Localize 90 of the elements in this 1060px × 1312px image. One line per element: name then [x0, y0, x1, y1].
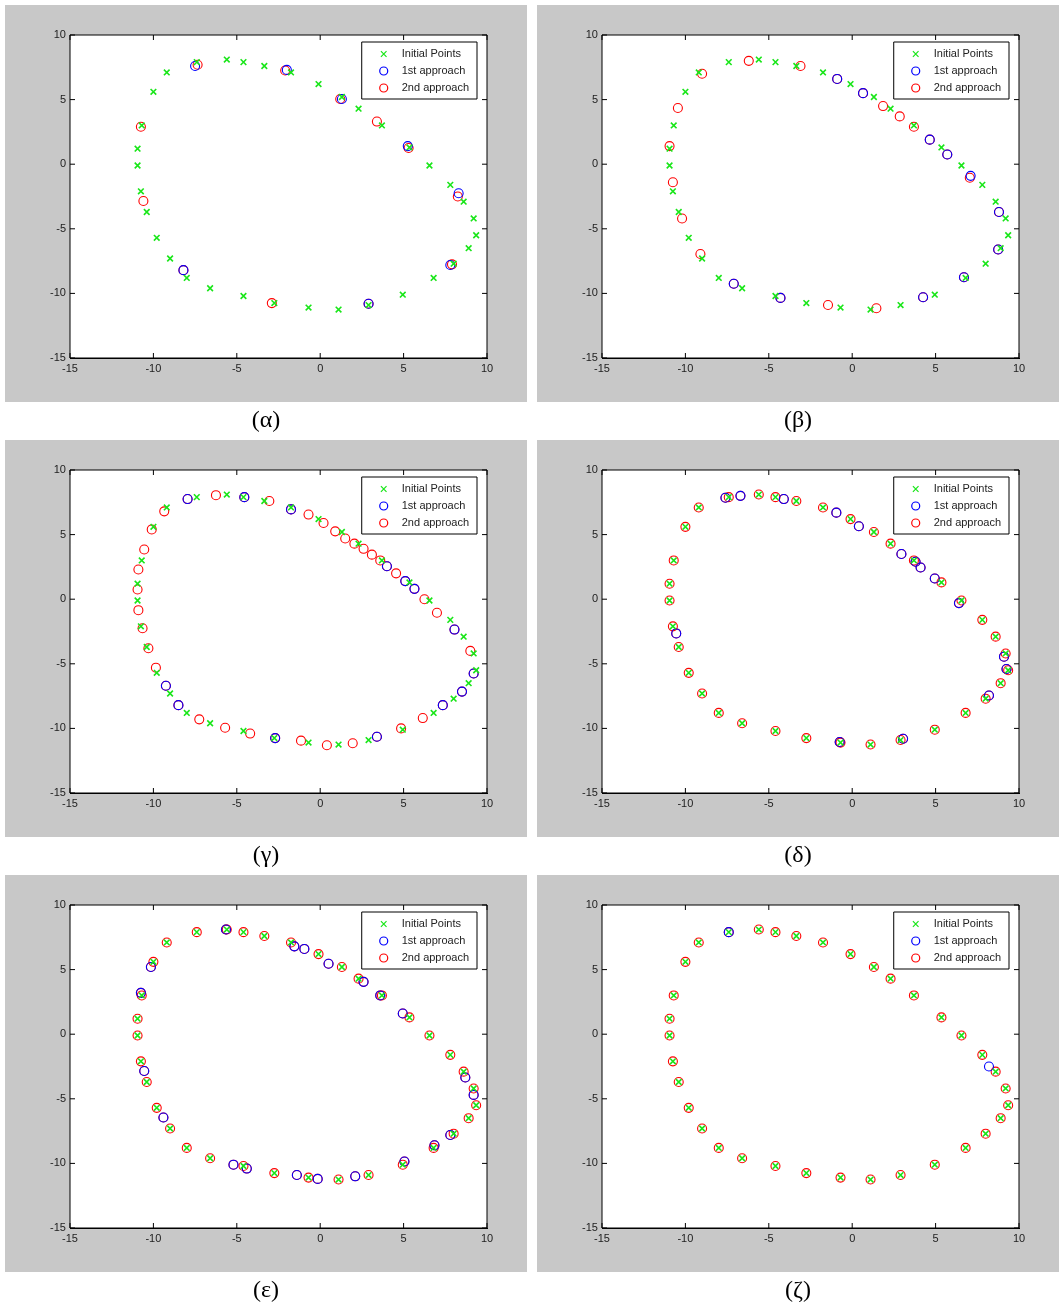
x-tick-label: -5	[231, 1231, 242, 1244]
y-tick-label: -15	[582, 1221, 598, 1234]
y-tick-label: 0	[591, 592, 598, 605]
y-tick-label: 5	[59, 962, 66, 975]
y-tick-label: 5	[59, 92, 66, 105]
y-tick-label: 0	[59, 592, 66, 605]
legend-label: 1st approach	[933, 499, 998, 512]
legend-label: 2nd approach	[933, 81, 1001, 94]
y-tick-label: 5	[591, 527, 598, 540]
x-tick-label: 10	[480, 1231, 494, 1244]
legend-label: 2nd approach	[401, 951, 469, 964]
legend-label: 1st approach	[933, 64, 998, 77]
x-tick-label: 5	[400, 796, 407, 809]
y-tick-label: 5	[591, 92, 598, 105]
x-tick-label: -10	[145, 1231, 162, 1244]
x-tick-label: -10	[677, 1231, 694, 1244]
legend-label: 2nd approach	[401, 516, 469, 529]
x-tick-label: -5	[763, 796, 774, 809]
y-tick-label: -15	[50, 786, 66, 799]
x-tick-label: 5	[932, 796, 939, 809]
legend-label: Initial Points	[401, 482, 462, 495]
y-tick-label: -5	[588, 656, 598, 669]
x-tick-label: 5	[932, 361, 939, 374]
y-tick-label: 0	[59, 1027, 66, 1040]
x-tick-label: 0	[849, 361, 856, 374]
x-tick-label: 5	[932, 1231, 939, 1244]
legend-label: 1st approach	[401, 499, 466, 512]
x-tick-label: 10	[480, 361, 494, 374]
x-tick-label: -5	[231, 361, 242, 374]
x-tick-label: 10	[1012, 1231, 1026, 1244]
x-tick-label: -10	[677, 361, 694, 374]
x-tick-label: 10	[480, 796, 494, 809]
x-tick-label: 5	[400, 1231, 407, 1244]
text: (γ)	[251, 840, 281, 869]
legend-label: 1st approach	[401, 64, 466, 77]
x-tick-label: -5	[763, 361, 774, 374]
y-tick-label: 10	[53, 28, 66, 41]
x-tick-label: -5	[231, 796, 242, 809]
x-tick-label: 10	[1012, 361, 1026, 374]
y-tick-label: -10	[582, 721, 598, 734]
legend-label: 2nd approach	[401, 81, 469, 94]
y-tick-label: -10	[50, 286, 66, 299]
legend-label: 2nd approach	[933, 951, 1001, 964]
y-tick-label: -5	[588, 221, 598, 234]
x-tick-label: 0	[317, 361, 324, 374]
x-tick-label: 0	[317, 796, 324, 809]
text: (δ)	[783, 840, 813, 869]
x-tick-label: -5	[763, 1231, 774, 1244]
y-tick-label: -15	[50, 1221, 66, 1234]
y-tick-label: 10	[585, 898, 598, 911]
y-tick-label: 0	[591, 1027, 598, 1040]
x-tick-label: 5	[400, 361, 407, 374]
y-tick-label: -15	[50, 351, 66, 364]
x-tick-label: -10	[677, 796, 694, 809]
y-tick-label: -10	[50, 1156, 66, 1169]
y-tick-label: -5	[588, 1091, 598, 1104]
y-tick-label: -5	[56, 221, 66, 234]
legend-label: 1st approach	[933, 934, 998, 947]
x-tick-label: -10	[145, 361, 162, 374]
legend-label: 2nd approach	[933, 516, 1001, 529]
y-tick-label: -15	[582, 786, 598, 799]
y-tick-label: 0	[591, 157, 598, 170]
legend-label: Initial Points	[933, 47, 994, 60]
text: (ζ)	[784, 1275, 812, 1304]
legend-label: Initial Points	[933, 917, 994, 930]
legend-label: Initial Points	[933, 482, 994, 495]
x-tick-label: 10	[1012, 796, 1026, 809]
legend-label: Initial Points	[401, 47, 462, 60]
y-tick-label: -10	[582, 1156, 598, 1169]
x-tick-label: -10	[145, 796, 162, 809]
text: (β)	[782, 405, 814, 434]
y-tick-label: 10	[585, 28, 598, 41]
legend-label: Initial Points	[401, 917, 462, 930]
legend-label: 1st approach	[401, 934, 466, 947]
y-tick-label: -5	[56, 656, 66, 669]
y-tick-label: 10	[53, 463, 66, 476]
text: (ε)	[251, 1275, 281, 1304]
y-tick-label: -10	[50, 721, 66, 734]
y-tick-label: 10	[585, 463, 598, 476]
y-tick-label: 5	[591, 962, 598, 975]
y-tick-label: -10	[582, 286, 598, 299]
text: (α)	[250, 405, 282, 434]
y-tick-label: 10	[53, 898, 66, 911]
y-tick-label: 0	[59, 157, 66, 170]
y-tick-label: -5	[56, 1091, 66, 1104]
y-tick-label: -15	[582, 351, 598, 364]
y-tick-label: 5	[59, 527, 66, 540]
x-tick-label: 0	[849, 796, 856, 809]
x-tick-label: 0	[317, 1231, 324, 1244]
x-tick-label: 0	[849, 1231, 856, 1244]
